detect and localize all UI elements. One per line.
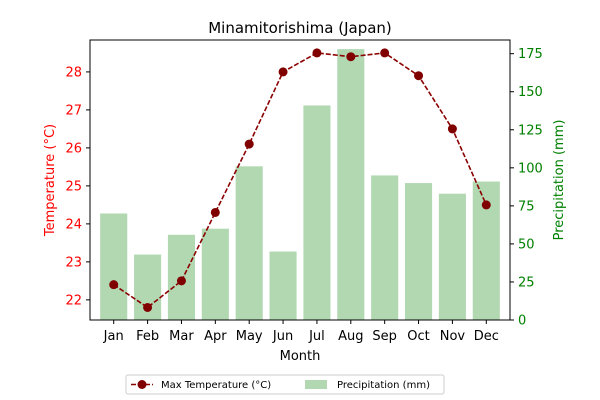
x-tick-label: Aug xyxy=(338,329,363,344)
temperature-line xyxy=(109,48,491,312)
left-tick-label: 22 xyxy=(65,293,82,308)
right-axis-ticks: 0 25 50 75 100 125 150 175 xyxy=(510,47,543,329)
temp-point-feb xyxy=(143,302,153,312)
temp-point-aug xyxy=(346,52,356,62)
left-axis-ticks: 22 23 24 25 26 27 28 xyxy=(65,65,90,308)
right-tick-label: 25 xyxy=(518,275,535,290)
right-tick-label: 100 xyxy=(518,161,543,176)
right-tick-label: 75 xyxy=(518,199,535,214)
temp-point-sep xyxy=(380,48,390,58)
precipitation-bars xyxy=(100,49,500,321)
x-tick-label: Apr xyxy=(204,329,227,344)
left-tick-label: 24 xyxy=(65,217,82,232)
temp-point-oct xyxy=(414,71,424,81)
left-tick-label: 27 xyxy=(65,103,82,118)
precip-bar-may xyxy=(235,166,263,320)
left-tick-label: 23 xyxy=(65,255,82,270)
x-tick-label: Oct xyxy=(407,329,429,344)
x-tick-label: Nov xyxy=(440,329,466,344)
precip-bar-sep xyxy=(371,175,399,320)
right-tick-label: 50 xyxy=(518,237,535,252)
temp-point-dec xyxy=(481,200,491,210)
temp-point-jun xyxy=(278,67,288,77)
left-axis-label: Temperature (°C) xyxy=(43,124,58,237)
precip-bar-aug xyxy=(337,49,365,321)
legend-bar-swatch xyxy=(305,380,327,389)
temp-point-jul xyxy=(312,48,322,58)
right-tick-label: 0 xyxy=(518,314,526,329)
x-tick-label: Dec xyxy=(474,329,499,344)
temp-point-jan xyxy=(109,280,119,290)
precip-bar-jun xyxy=(269,251,297,320)
legend: Max Temperature (°C) Precipitation (mm) xyxy=(125,374,445,395)
x-tick-label: Jul xyxy=(308,329,325,344)
legend-precipitation-label: Precipitation (mm) xyxy=(337,380,430,391)
right-tick-label: 150 xyxy=(518,85,543,100)
legend-temperature-label: Max Temperature (°C) xyxy=(161,380,271,391)
x-tick-label: Sep xyxy=(372,329,397,344)
temp-point-mar xyxy=(176,276,186,286)
legend-frame xyxy=(125,374,445,395)
chart-title: Minamitorishima (Japan) xyxy=(208,19,392,37)
temp-point-apr xyxy=(210,207,220,217)
right-tick-label: 175 xyxy=(518,47,543,62)
precip-bar-oct xyxy=(405,183,433,320)
plot-frame xyxy=(89,39,511,321)
x-axis-ticks: Jan Feb Mar Apr May Jun Jul Aug Sep Oct Nov Dec xyxy=(103,320,499,344)
x-tick-label: Jan xyxy=(103,329,124,344)
temp-point-nov xyxy=(447,124,457,134)
left-tick-label: 28 xyxy=(65,65,82,80)
x-axis-label: Month xyxy=(280,349,321,364)
precip-bar-jan xyxy=(100,213,128,320)
precip-bar-jul xyxy=(303,105,331,320)
right-tick-label: 125 xyxy=(518,123,543,138)
left-tick-label: 26 xyxy=(65,141,82,156)
precip-bar-nov xyxy=(438,193,466,320)
right-axis-label: Precipitation (mm) xyxy=(552,120,567,241)
x-tick-label: Feb xyxy=(136,329,159,344)
x-tick-label: Jun xyxy=(272,329,293,344)
legend-line-marker xyxy=(137,380,147,389)
left-tick-label: 25 xyxy=(65,179,82,194)
precip-bar-apr xyxy=(201,228,229,320)
x-tick-label: May xyxy=(236,329,263,344)
temp-point-may xyxy=(244,139,254,149)
x-tick-label: Mar xyxy=(169,329,194,344)
